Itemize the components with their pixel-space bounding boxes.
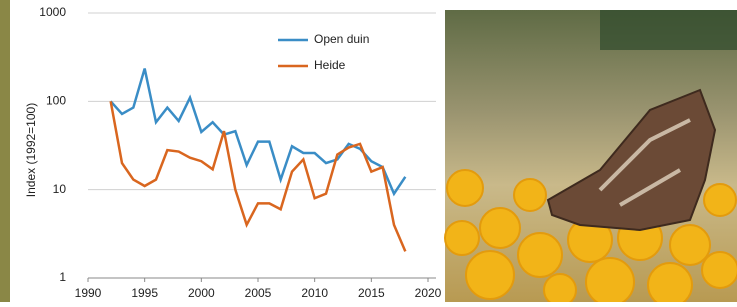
legend-label: Heide (314, 58, 346, 72)
x-tick-label: 2000 (188, 286, 215, 300)
y-axis-label: Index (1992=100) (24, 103, 38, 197)
x-tick-label: 2015 (358, 286, 385, 300)
page: Index (1992=100) 1 10 100 1000 1990 1995 2000 2… (0, 0, 737, 302)
y-tick-label: 10 (53, 182, 67, 196)
legend-label: Open duin (314, 32, 369, 46)
y-tick-label: 1000 (39, 5, 66, 19)
y-tick-label: 1 (59, 270, 66, 284)
x-tick-label: 2010 (301, 286, 328, 300)
photo-trees (600, 10, 737, 50)
x-tick-label: 2005 (245, 286, 272, 300)
series-line (111, 69, 406, 194)
photo (445, 10, 737, 302)
series-line (111, 101, 406, 251)
x-tick-label: 1995 (131, 286, 158, 300)
left-strip (0, 0, 10, 302)
chart: Index (1992=100) 1 10 100 1000 1990 1995 2000 2… (0, 0, 737, 302)
x-tick-label: 1990 (75, 286, 102, 300)
y-tick-label: 100 (46, 94, 66, 108)
x-tick-label: 2020 (415, 286, 442, 300)
